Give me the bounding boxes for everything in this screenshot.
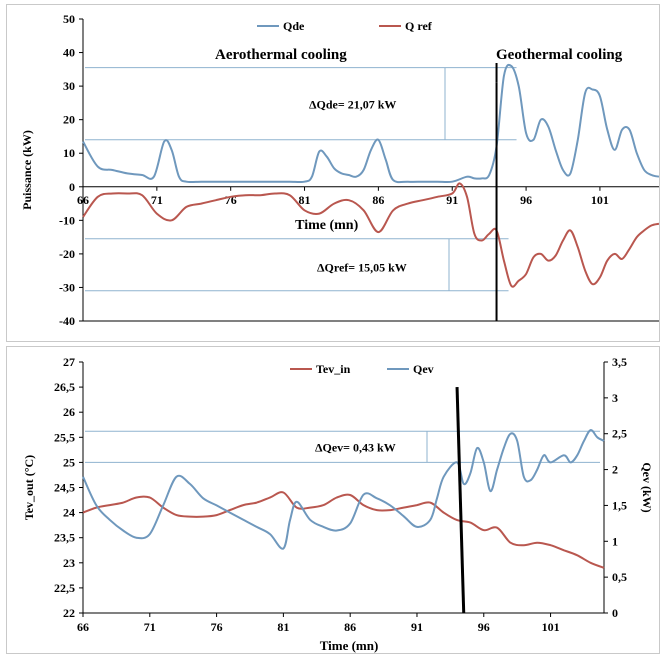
y-tick-label: 40 (63, 46, 75, 60)
legend-label-qev: Qev (413, 362, 434, 376)
y-tick-label: 22,5 (54, 581, 75, 595)
y-tick-label: 26,5 (54, 380, 75, 394)
legend-label-qde: Qde (283, 19, 305, 33)
power-chart-panel: -40 -30 -20 -10 0 10 20 30 40 50 66 71 76 81 86 91 96 101… (6, 4, 660, 342)
annotation-delta-qev: ΔQev= 0,43 kW (315, 440, 396, 454)
y2-tick-label: 1 (612, 534, 618, 548)
y-axis-title: Puissance (kW) (20, 130, 34, 210)
x-tick-label: 101 (542, 620, 560, 634)
y-axis-title: Tev_out (°C) (22, 455, 36, 520)
series-line-tev-in (82, 491, 605, 569)
y2-tick-label: 2 (612, 463, 618, 477)
annotation-aerothermal: Aerothermal cooling (215, 47, 347, 63)
x-tick-label: 71 (144, 620, 156, 634)
y-tick-label: -40 (59, 314, 75, 328)
y-tick-label: 27 (63, 355, 75, 369)
x-tick-label: 76 (225, 193, 237, 207)
x-axis-title: Time (mn) (295, 218, 358, 233)
x-tick-label: 71 (151, 193, 163, 207)
x-tick-label: 66 (77, 620, 89, 634)
x-axis-title: Time (mn) (320, 638, 379, 653)
y-tick-label: 30 (63, 79, 75, 93)
y-tick-label: 26 (63, 405, 75, 419)
annotation-delta-qde: ΔQde= 21,07 kW (309, 98, 396, 112)
y-tick-label: 50 (63, 12, 75, 26)
x-tick-label: 81 (299, 193, 311, 207)
y2-axis-title: Qev (kW) (640, 462, 654, 512)
annotation-delta-qref: ΔQref= 15,05 kW (317, 260, 407, 274)
mode-switch-line (455, 387, 466, 614)
x-tick-label: 91 (411, 620, 423, 634)
y-tick-label: 24,5 (54, 481, 75, 495)
series-line-q-ref (82, 182, 659, 288)
y2-tick-label: 3,5 (612, 355, 627, 369)
y-tick-label: 25,5 (54, 430, 75, 444)
y-tick-label: 10 (63, 146, 75, 160)
y-tick-label: 0 (69, 180, 75, 194)
y2-tick-label: 0 (612, 606, 618, 620)
series-line-qev (82, 429, 605, 550)
annotation-geothermal: Geothermal cooling (496, 47, 623, 63)
series-line-qde (82, 63, 659, 184)
y2-tick-label: 3 (612, 391, 618, 405)
y-tick-label: 20 (63, 113, 75, 127)
y-tick-label: 25 (63, 455, 75, 469)
y-tick-label: 23,5 (54, 531, 75, 545)
x-tick-label: 81 (277, 620, 289, 634)
y2-tick-label: 0,5 (612, 570, 627, 584)
temperature-chart: 2222,52323,52424,52525,52626,52700,511,5… (22, 355, 654, 653)
power-chart: -40 -30 -20 -10 0 10 20 30 40 50 66 71 76 81 86 91 96 101… (20, 12, 659, 328)
legend-label-tev-in: Tev_in (316, 362, 351, 376)
y-tick-label: 24 (63, 506, 75, 520)
x-tick-label: 101 (591, 193, 609, 207)
legend-label-q-ref: Q ref (405, 19, 433, 33)
temperature-chart-panel: 22 22,5 23 23,5 24 24,5 25 25,5 26 26,5 27 0 0,5 1 1,5… (6, 346, 660, 654)
y-tick-label: 22 (63, 606, 75, 620)
x-tick-label: 66 (77, 193, 89, 207)
y-tick-label: -10 (59, 213, 75, 227)
y-tick-label: 23 (63, 556, 75, 570)
x-tick-label: 86 (344, 620, 356, 634)
y2-tick-label: 2,5 (612, 427, 627, 441)
y-tick-label: -20 (59, 247, 75, 261)
x-tick-label: 91 (446, 193, 458, 207)
x-tick-label: 76 (211, 620, 223, 634)
y-tick-label: -30 (59, 280, 75, 294)
x-tick-label: 96 (520, 193, 532, 207)
y2-tick-label: 1,5 (612, 498, 627, 512)
x-tick-label: 86 (372, 193, 384, 207)
x-tick-label: 96 (478, 620, 490, 634)
